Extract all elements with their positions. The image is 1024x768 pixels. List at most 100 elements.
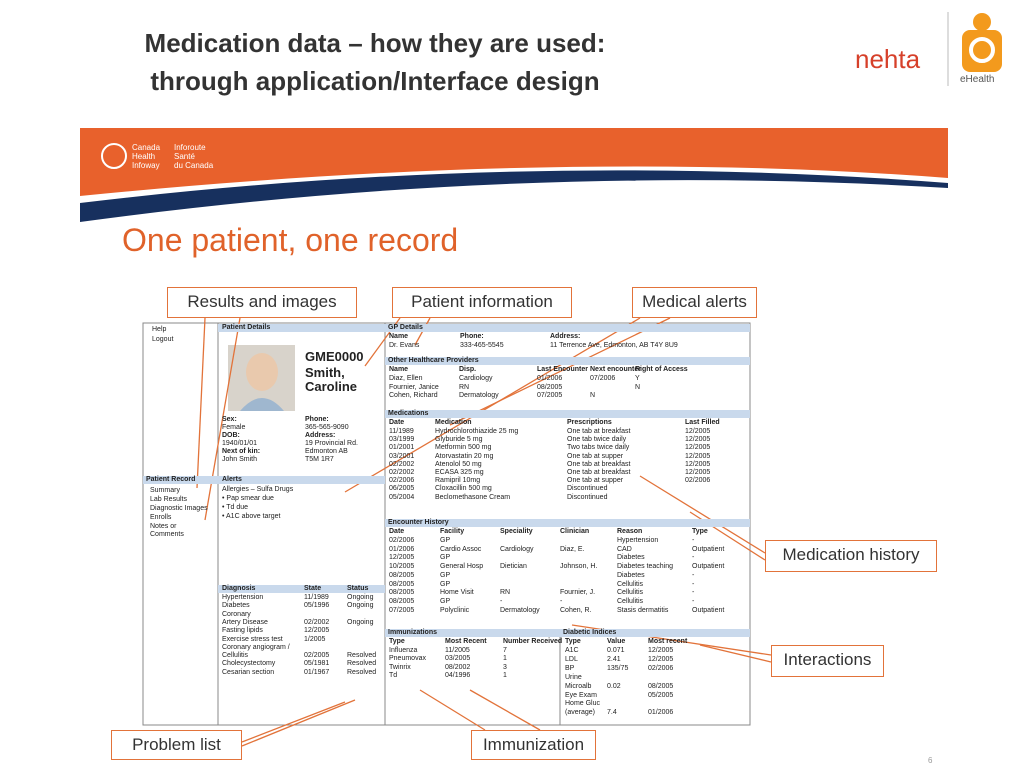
column-header: Last Filled [685, 419, 720, 426]
table-cell: 12/2005 [685, 428, 711, 435]
column-header: Phone: [460, 333, 484, 340]
table-cell: GP [440, 571, 451, 579]
table-cell: Atenolol 50 mg [435, 460, 482, 468]
column-header: Name [389, 333, 409, 340]
table-cell: Glyburide 5 mg [435, 436, 483, 444]
table-cell: 01/2006 [537, 375, 563, 382]
table-cell: 07/2006 [590, 375, 616, 382]
table-cell: - [500, 597, 503, 605]
table-cell: 01/1967 [304, 668, 330, 676]
alert-item: • A1C above target [222, 513, 281, 520]
table-cell: 05/2005 [648, 691, 674, 699]
section-header-band [385, 324, 750, 332]
column-header: Most Recent [445, 638, 487, 645]
section-title: Immunizations [388, 629, 438, 636]
table-cell: 11/2005 [445, 647, 470, 654]
column-header: Medication [435, 419, 472, 426]
table-cell: N [590, 392, 596, 399]
section-header-band [385, 519, 750, 527]
column-header: Date [389, 528, 405, 535]
column-header: Status [347, 585, 369, 592]
table-cell: 135/75 [607, 664, 629, 672]
column-header: Date [389, 419, 405, 426]
nav-link: Logout [152, 336, 174, 343]
table-cell: Coronary [222, 610, 251, 618]
table-cell: 02/2002 [304, 618, 330, 626]
column-header: Reason [617, 528, 643, 535]
banner-text: Santé [174, 152, 195, 161]
section-title: Other Healthcare Providers [388, 357, 479, 364]
table-cell: 7 [503, 647, 507, 654]
table-cell: 04/1996 [445, 671, 471, 679]
table-cell: Resolved [347, 668, 377, 676]
nav-link: Help [152, 326, 167, 333]
table-cell: 12/2005 [685, 436, 711, 444]
column-header: Value [607, 638, 626, 645]
banner-wave [80, 170, 948, 222]
field-value: 365-565-9090 [305, 424, 349, 431]
section-header-band [218, 476, 385, 484]
table-cell: 12/2005 [685, 469, 711, 476]
table-cell: Atorvastatin 20 mg [435, 452, 494, 460]
table-cell: Outpatient [692, 545, 725, 553]
table-cell: 02/2006 [389, 477, 415, 485]
table-cell: 05/1981 [304, 660, 330, 668]
nav-link: Notes or Comments [150, 523, 184, 538]
table-cell: GP [440, 554, 451, 562]
table-cell: Home Visit [440, 589, 474, 597]
table-cell: Ongoing [347, 618, 374, 626]
table-cell: 03/2001 [389, 452, 415, 460]
table-cell: Urine [565, 673, 582, 681]
table-cell: Resolved [347, 660, 377, 668]
column-header: Type [565, 638, 581, 645]
ehealth-icon-head [973, 13, 991, 31]
table-cell: 01/2006 [648, 709, 674, 717]
banner-orange [80, 128, 948, 196]
table-cell: Two tabs twice daily [567, 444, 630, 452]
field-value: John Smith [222, 456, 258, 463]
banner-logo [101, 143, 127, 169]
table-cell: - [692, 589, 695, 597]
table-cell: (average) [565, 709, 595, 717]
table-cell: General Hosp [440, 563, 484, 571]
section-title: Medications [388, 410, 429, 417]
table-cell: Outpatient [692, 563, 725, 571]
table-cell: 07/2005 [537, 392, 563, 399]
table-cell: Diabetes [222, 602, 250, 610]
table-cell: Pneumovax [389, 655, 426, 663]
table-cell: 08/2002 [445, 663, 471, 671]
banner-text: Canada [132, 143, 161, 152]
table-cell: 08/2005 [537, 383, 563, 391]
nav-link: Summary [150, 487, 180, 494]
table-cell: 12/2005 [685, 460, 711, 468]
table-cell: Twinrix [389, 663, 411, 671]
patient-id: GME0000 [305, 349, 364, 364]
table-cell: N [635, 383, 641, 391]
table-cell: A1C [565, 647, 579, 654]
table-cell: 11 Terrence Ave, Edmonton, AB T4Y 8U9 [550, 342, 678, 349]
table-cell: - [692, 571, 695, 579]
table-cell: 02/2006 [685, 477, 711, 485]
table-cell: 2.41 [607, 655, 621, 663]
column-header: Prescriptions [567, 419, 612, 426]
table-cell: Diabetes teaching [617, 563, 674, 571]
table-cell: Diabetes [617, 571, 645, 579]
patient-photo-face [246, 353, 278, 391]
callout: Medical alerts [632, 287, 757, 318]
section-title: Alerts [222, 476, 242, 483]
title-line: through application/Interface design [150, 66, 600, 96]
table-cell: 05/1996 [304, 602, 330, 610]
field-value: Edmonton AB [305, 448, 348, 455]
table-cell: Polyclinic [440, 606, 470, 614]
table-cell: Cellulitis [617, 597, 644, 605]
column-header: Clinician [560, 528, 590, 535]
callout: Patient information [392, 287, 572, 318]
table-cell: GP [440, 597, 451, 605]
title-line: Medication data – how they are used: [144, 28, 606, 58]
table-cell: Cloxacillin 500 mg [435, 485, 492, 493]
table-cell: 03/2005 [445, 655, 471, 663]
table-cell: Cardio Assoc [440, 545, 482, 553]
table-cell: 08/2005 [389, 571, 415, 579]
callout: Medication history [765, 540, 937, 572]
